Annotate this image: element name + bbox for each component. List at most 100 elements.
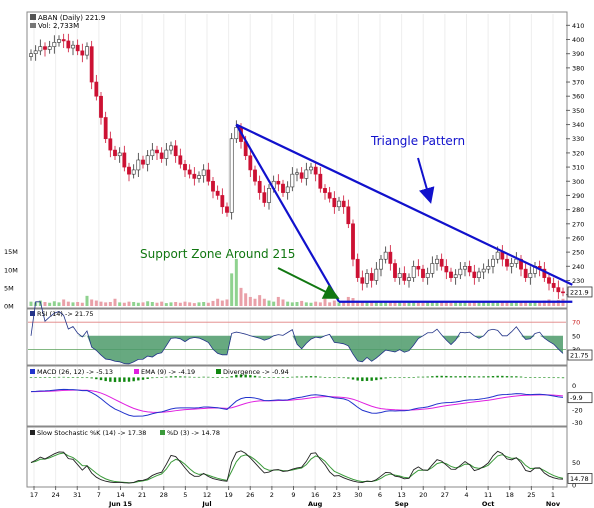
divergence-bar-19: [118, 377, 121, 382]
candle-54: [281, 179, 285, 197]
candle-98: [486, 259, 491, 274]
divergence-bar-29: [165, 376, 168, 378]
candle-body-31: [173, 145, 178, 157]
volume-bar-93: [463, 302, 467, 306]
volume-tick-label-1: 10M: [4, 266, 18, 274]
candle-55: [285, 181, 290, 200]
candle-81: [407, 273, 411, 288]
candle-26: [150, 142, 155, 160]
rsi-tick-1: 50: [572, 332, 580, 340]
candle-body-93: [463, 266, 467, 270]
candle-body-39: [211, 180, 215, 192]
candle-body-49: [257, 180, 262, 193]
candle-38: [206, 162, 211, 186]
divergence-bar-20: [123, 377, 126, 382]
candle-body-79: [397, 273, 402, 278]
divergence-bar-70: [356, 377, 359, 381]
candle-11: [80, 43, 85, 63]
candle-body-94: [467, 266, 472, 273]
candle-body-96: [477, 271, 481, 278]
candle-body-28: [159, 152, 164, 159]
stoch-k-label: Slow Stochastic %K (14) -> 17.38: [37, 429, 146, 437]
divergence-bar-3: [43, 377, 47, 378]
volume-bar-91: [454, 301, 458, 306]
candle-body-4: [47, 46, 52, 50]
volume-bar-11: [80, 302, 84, 306]
candle-body-0: [29, 53, 33, 57]
divergence-bar-33: [183, 376, 187, 378]
candle-body-34: [187, 169, 192, 175]
candle-body-27: [155, 149, 159, 154]
price-tick-label-6: 350: [572, 107, 584, 115]
divergence-bar-65: [333, 377, 336, 379]
volume-legend-icon: [30, 23, 36, 28]
candle-25: [145, 150, 150, 172]
candle-body-43: [229, 138, 234, 213]
candle-body-83: [416, 266, 421, 270]
x-tick-label-9: 19: [224, 491, 232, 499]
macd-label: MACD (26, 12) -> -5.13: [37, 368, 113, 376]
candle-body-85: [425, 273, 430, 278]
triangle-pattern-label: Triangle Pattern: [370, 134, 465, 148]
volume-bar-104: [514, 302, 518, 306]
x-tick-label-10: 26: [246, 491, 254, 499]
divergence-bar-80: [403, 377, 406, 379]
volume-bar-22: [132, 302, 136, 306]
divergence-bar-76: [384, 377, 387, 379]
candle-body-47: [248, 155, 253, 171]
candle-79: [397, 267, 402, 285]
x-tick-label-16: 6: [378, 491, 382, 499]
stoch-tick-1: 0: [572, 482, 576, 490]
candle-body-29: [164, 149, 169, 159]
x-tick-label-11: 2: [270, 491, 274, 499]
candle-body-32: [178, 155, 183, 165]
rsi-tick-0: 70: [572, 319, 580, 327]
candle-70: [355, 253, 360, 282]
price-tick-label-12: 290: [572, 192, 584, 200]
divergence-bar-52: [272, 377, 275, 378]
divergence-bar-12: [85, 377, 89, 379]
candle-body-53: [276, 180, 281, 185]
candle-body-13: [89, 46, 94, 83]
divergence-bar-45: [239, 374, 243, 378]
candle-body-5: [52, 42, 57, 47]
candle-40: [215, 185, 220, 200]
x-tick-label-17: 13: [397, 491, 405, 499]
candle-112: [551, 277, 556, 292]
candle-body-21: [127, 166, 131, 175]
volume-bar-78: [393, 301, 397, 306]
divergence-bar-78: [393, 377, 397, 379]
candle-body-6: [57, 39, 61, 43]
volume-bar-89: [444, 302, 448, 306]
volume-bar-70: [356, 300, 360, 306]
candle-body-62: [318, 173, 323, 189]
volume-bar-47: [248, 296, 252, 306]
divergence-bar-47: [249, 375, 252, 378]
divergence-bar-91: [454, 376, 457, 378]
candle-body-64: [327, 192, 332, 199]
candle-body-88: [439, 258, 444, 267]
rsi-legend-icon: [30, 311, 35, 316]
volume-bar-82: [412, 301, 416, 306]
candle-body-68: [346, 206, 351, 225]
candle-body-15: [99, 95, 103, 118]
volume-bar-105: [519, 301, 523, 306]
candle-body-14: [94, 81, 99, 97]
volume-bar-95: [472, 302, 476, 306]
candle-85: [425, 267, 430, 285]
volume-bar-46: [244, 293, 248, 306]
candle-18: [113, 145, 117, 160]
volume-bar-40: [216, 298, 220, 306]
last-price-label: 221.9: [570, 288, 589, 296]
candle-body-112: [551, 283, 556, 288]
divergence-bar-23: [137, 377, 140, 381]
volume-bar-113: [556, 299, 560, 306]
volume-bar-73: [370, 300, 374, 306]
divergence-bar-41: [221, 377, 224, 379]
volume-bar-36: [197, 302, 201, 306]
divergence-bar-10: [76, 377, 79, 378]
volume-bar-101: [500, 301, 504, 306]
candle-12: [85, 42, 89, 60]
